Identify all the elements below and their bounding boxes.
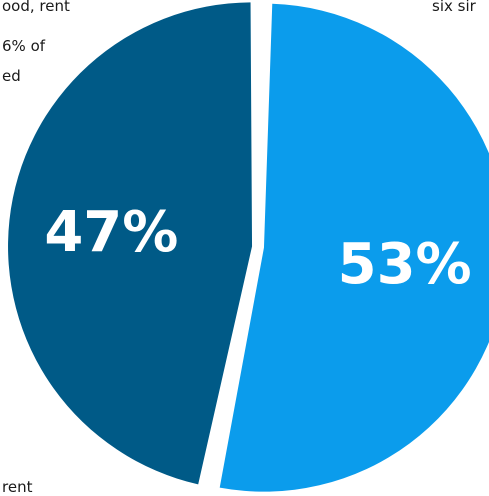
cropped-annotation-text: 6% of xyxy=(2,37,46,55)
pie-slices xyxy=(8,2,489,492)
pie-slice-2 xyxy=(219,3,489,492)
pie-slice-label-1: 47% xyxy=(44,200,178,265)
pie-slice-label-2: 53% xyxy=(338,232,472,297)
cropped-annotation-text: ood, rent xyxy=(2,0,70,15)
cropped-annotation-text: six sir xyxy=(432,0,476,15)
cropped-annotation-text: rent xyxy=(2,478,33,496)
pie-slice-1 xyxy=(8,2,253,485)
pie-slice-labels: 47% 53% xyxy=(44,200,471,297)
cropped-annotation-text: ed xyxy=(2,67,21,85)
